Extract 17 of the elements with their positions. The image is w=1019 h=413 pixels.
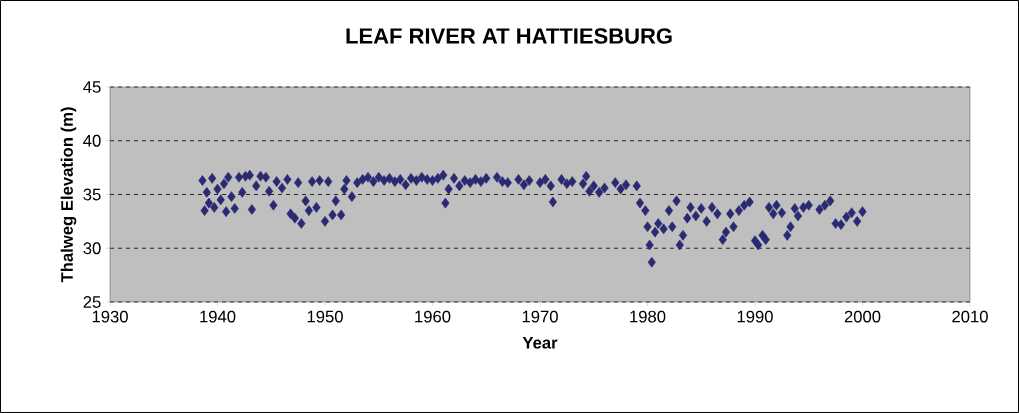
x-tick-label: 1940 (200, 310, 236, 323)
chart-title: LEAF RIVER AT HATTIESBURG (346, 28, 672, 44)
x-tick-label: 2000 (844, 310, 881, 323)
y-tick-label: 30 (83, 242, 101, 255)
x-tick-label: 1990 (737, 310, 773, 323)
x-tick-label: 1980 (630, 310, 666, 323)
y-tick-label: 25 (83, 296, 101, 308)
x-tick-label: 1930 (92, 310, 128, 323)
x-tick-label: 2010 (952, 310, 988, 323)
y-tick-label: 35 (83, 188, 101, 201)
y-tick-label: 40 (83, 134, 101, 147)
y-axis-title: Thalweg Elevation (m) (60, 107, 77, 283)
y-tick-label: 45 (83, 81, 101, 93)
x-tick-label: 1960 (415, 310, 451, 323)
x-axis-title: Year (522, 336, 558, 349)
x-tick-label: 1970 (522, 310, 558, 323)
x-tick-label: 1950 (307, 310, 343, 323)
